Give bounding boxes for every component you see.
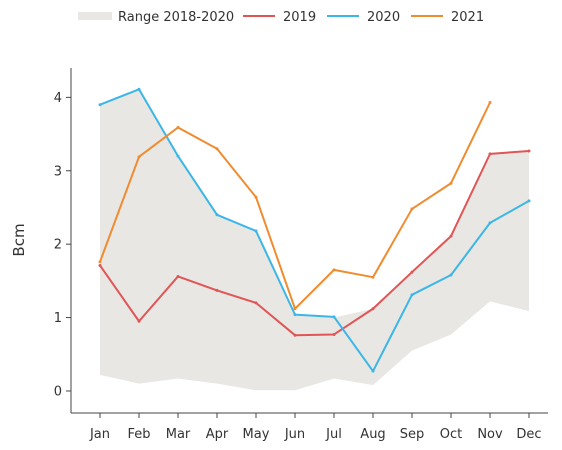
data-point-2020-Mar bbox=[176, 154, 180, 158]
data-point-2021-Nov bbox=[488, 101, 492, 104]
data-point-2019-Nov bbox=[488, 152, 492, 156]
data-point-2021-Jan bbox=[98, 260, 102, 264]
x-tick-label: Dec bbox=[516, 427, 541, 442]
legend-item-2019[interactable]: 2019 bbox=[243, 10, 316, 25]
data-point-2020-Jun bbox=[293, 313, 297, 317]
series-line-2020 bbox=[99, 88, 530, 373]
data-point-2019-Oct bbox=[449, 234, 453, 238]
x-tick-label: Jan bbox=[89, 427, 110, 442]
axes: 0 1 2 3 4 Jan Feb Mar Apr May Jun Jul Aug Sep Oct Nov De… bbox=[54, 68, 548, 442]
legend: Range 2018-2020 2019 2020 2021 bbox=[78, 10, 484, 25]
data-point-2021-Feb bbox=[137, 155, 141, 159]
data-point-2019-Mar bbox=[176, 274, 180, 278]
y-axis-title: Bcm bbox=[10, 223, 28, 256]
legend-label-2020: 2020 bbox=[367, 10, 400, 25]
data-point-2020-Nov bbox=[488, 221, 492, 225]
x-tick-label: Apr bbox=[206, 427, 229, 442]
data-point-2020-Oct bbox=[449, 273, 453, 277]
data-point-2021-Oct bbox=[449, 181, 453, 185]
y-tick-label: 1 bbox=[54, 311, 62, 326]
x-tick-label: Mar bbox=[166, 427, 191, 442]
x-tick-label: May bbox=[243, 427, 270, 442]
data-point-2019-Aug bbox=[371, 307, 375, 311]
data-point-2020-Dec bbox=[527, 199, 531, 203]
data-point-2020-Jan bbox=[98, 103, 102, 107]
y-tick-label: 3 bbox=[54, 164, 62, 179]
x-tick-label: Nov bbox=[477, 427, 503, 442]
data-point-2021-Jul bbox=[332, 268, 336, 272]
legend-label-range: Range 2018-2020 bbox=[118, 10, 234, 25]
data-point-2020-Feb bbox=[137, 87, 141, 91]
x-tick-label: Sep bbox=[400, 427, 425, 442]
data-point-2019-Jun bbox=[293, 333, 297, 337]
legend-label-2021: 2021 bbox=[451, 10, 484, 25]
y-tick-label: 4 bbox=[54, 91, 62, 106]
data-point-2019-Feb bbox=[137, 319, 141, 323]
data-point-2021-Apr bbox=[215, 147, 219, 151]
series-line-2019 bbox=[99, 149, 530, 337]
data-point-2021-Jun bbox=[293, 307, 297, 311]
data-point-2021-Mar bbox=[176, 125, 180, 129]
legend-item-2021[interactable]: 2021 bbox=[411, 10, 484, 25]
legend-label-2019: 2019 bbox=[283, 10, 316, 25]
data-point-2019-Dec bbox=[527, 149, 531, 153]
legend-item-2020[interactable]: 2020 bbox=[327, 10, 400, 25]
y-tick-label: 0 bbox=[54, 384, 62, 399]
data-point-2021-Aug bbox=[371, 275, 375, 279]
data-point-2019-Jan bbox=[98, 263, 102, 267]
x-tick-label: Jun bbox=[284, 427, 305, 442]
x-tick-label: Aug bbox=[360, 427, 385, 442]
data-point-2020-Sep bbox=[410, 293, 414, 297]
data-point-2020-May bbox=[254, 229, 258, 233]
legend-item-range[interactable]: Range 2018-2020 bbox=[78, 10, 234, 25]
x-tick-label: Feb bbox=[127, 427, 150, 442]
data-point-2019-Apr bbox=[215, 288, 219, 292]
data-point-2021-Sep bbox=[410, 207, 414, 211]
data-point-2019-Sep bbox=[410, 270, 414, 274]
data-point-2020-Jul bbox=[332, 315, 336, 319]
data-point-2019-May bbox=[254, 301, 258, 305]
legend-swatch-range bbox=[78, 12, 112, 20]
x-tick-label: Oct bbox=[440, 427, 462, 442]
data-point-2020-Aug bbox=[371, 369, 375, 373]
data-point-2019-Jul bbox=[332, 332, 336, 336]
data-point-2020-Apr bbox=[215, 213, 219, 217]
x-tick-label: Jul bbox=[325, 427, 342, 442]
y-tick-label: 2 bbox=[54, 238, 62, 253]
plot-area bbox=[98, 87, 531, 391]
range-band bbox=[100, 89, 529, 391]
data-point-2021-May bbox=[254, 195, 258, 199]
